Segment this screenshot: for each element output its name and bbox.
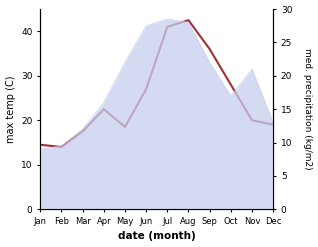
Y-axis label: med. precipitation (kg/m2): med. precipitation (kg/m2) — [303, 48, 313, 170]
X-axis label: date (month): date (month) — [118, 231, 196, 242]
Y-axis label: max temp (C): max temp (C) — [5, 75, 16, 143]
